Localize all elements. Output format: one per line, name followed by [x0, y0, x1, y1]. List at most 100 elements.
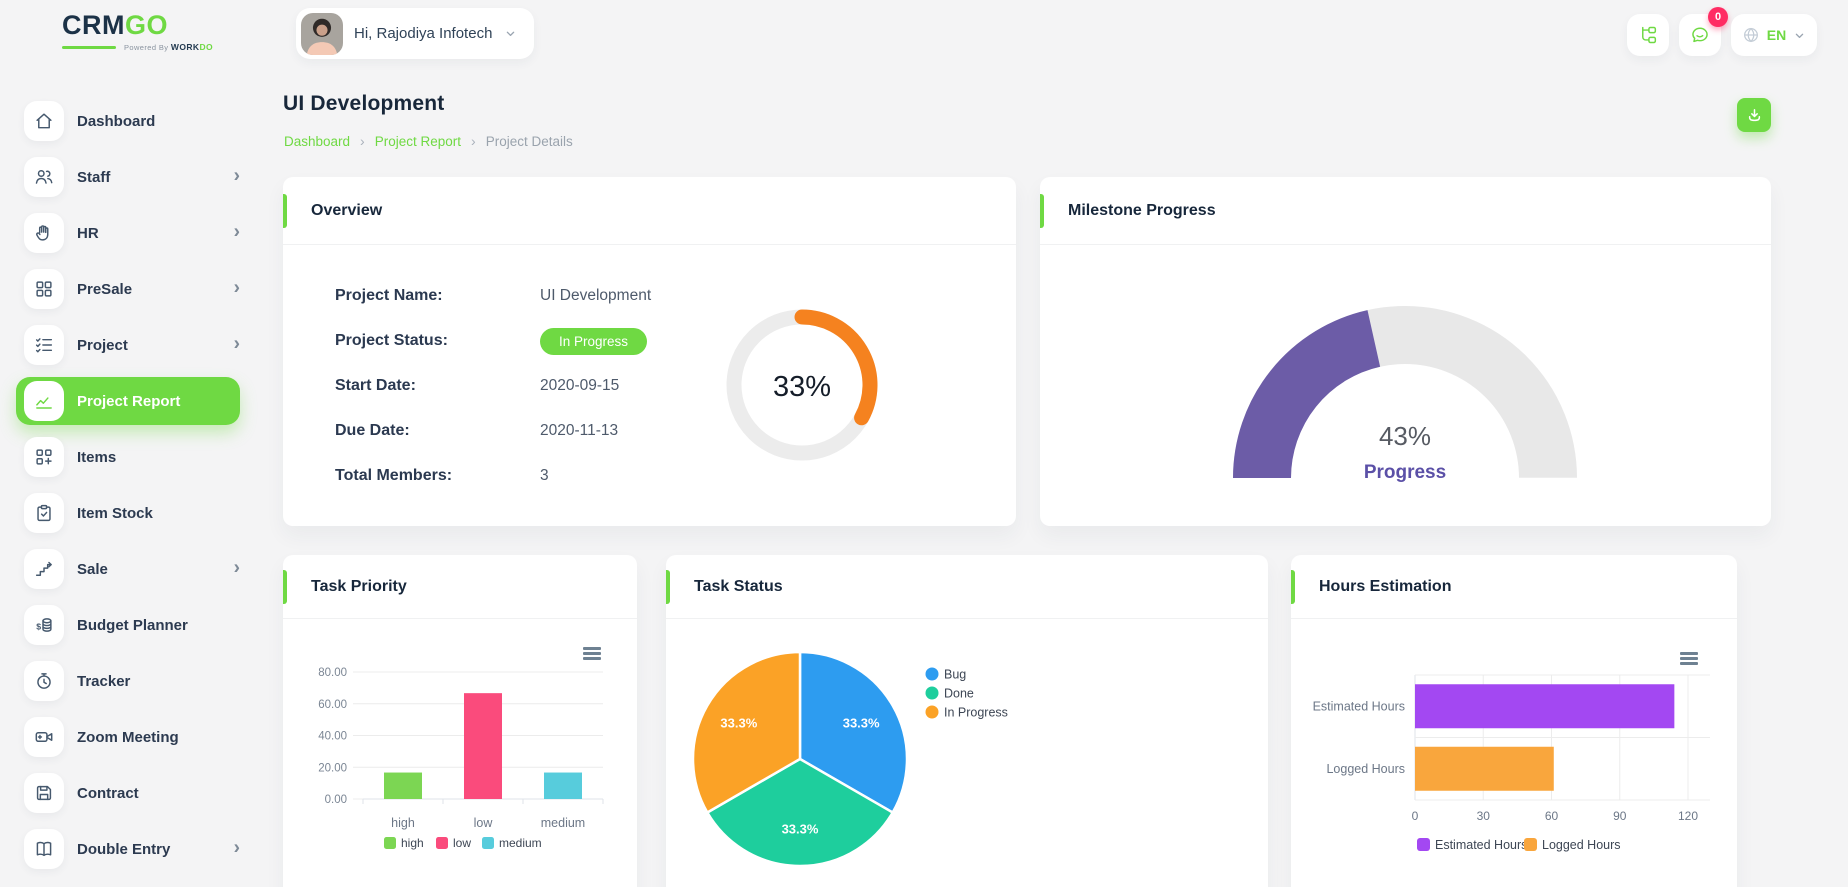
svg-text:Progress: Progress	[1364, 462, 1446, 483]
main-content: UI Development Dashboard › Project Repor…	[283, 0, 1771, 887]
sidebar-item-sale[interactable]: Sale ›	[24, 549, 240, 589]
hierarchy-button[interactable]	[1627, 14, 1669, 56]
chart-menu-icon[interactable]	[583, 647, 601, 663]
hours-estimation-card: Hours Estimation 0 30 60 90 120 Estimated Hou…	[1291, 555, 1737, 887]
milestone-card-title: Milestone Progress	[1068, 201, 1216, 219]
hours-estimation-bar-chart: 0 30 60 90 120 Estimated Hours Logged Hours Est…	[1291, 619, 1737, 879]
overview-card-header: Overview	[283, 177, 1016, 245]
chevron-right-icon: ›	[233, 333, 240, 355]
breadcrumb-dashboard[interactable]: Dashboard	[284, 133, 351, 149]
overview-card-body: Project Name: UI Development Project Sta…	[283, 245, 1016, 487]
powered-by-text: Powered By WORKDO	[124, 42, 213, 52]
task-status-card: Task Status 33.3% 33.3% 33.3% Bug Done In Pro…	[666, 555, 1268, 887]
chevron-down-icon	[1795, 33, 1804, 38]
chevron-right-icon: ›	[233, 837, 240, 859]
sidebar-item-contract[interactable]: Contract	[24, 773, 240, 813]
globe-icon	[1743, 27, 1758, 43]
sidebar-item-item-stock[interactable]: Item Stock	[24, 493, 240, 533]
svg-text:90: 90	[1613, 809, 1627, 823]
svg-text:$: $	[36, 621, 41, 631]
task-priority-card-body: 0.00 20.00 40.00 60.00 80.00 high low medium hig…	[283, 619, 637, 887]
chat-icon	[1692, 27, 1708, 43]
home-icon	[24, 101, 64, 141]
app-logo[interactable]: CRMGO Powered By WORKDO	[62, 11, 213, 52]
user-greeting: Hi, Rajodiya Infotech	[354, 25, 493, 42]
sidebar-item-presale[interactable]: PreSale ›	[24, 269, 240, 309]
download-report-button[interactable]	[1737, 98, 1771, 132]
svg-text:0: 0	[1412, 809, 1419, 823]
field-value: 2020-09-15	[540, 377, 620, 394]
field-value: 3	[540, 467, 549, 484]
chevron-down-icon	[507, 31, 515, 36]
field-label: Project Status:	[335, 332, 448, 349]
sidebar-item-label: Tracker	[77, 672, 131, 690]
sidebar-item-zoom-meeting[interactable]: Zoom Meeting	[24, 717, 240, 757]
task-priority-card: Task Priority 0.00 20.00 40.00 60.00 80.00 hi…	[283, 555, 637, 887]
sidebar-item-hr[interactable]: HR ›	[24, 213, 240, 253]
task-status-pie-chart: 33.3% 33.3% 33.3% Bug Done In Progress	[666, 619, 1268, 887]
logo-text-primary: CRM	[62, 10, 125, 40]
overview-field-row: Project Name: UI Development	[335, 285, 1016, 307]
logo-text: CRMGO	[62, 11, 213, 39]
svg-text:40.00: 40.00	[318, 731, 347, 743]
milestone-progress-card: Milestone Progress 43% Progress	[1040, 177, 1771, 526]
stairs-up-icon	[24, 549, 64, 589]
svg-text:60: 60	[1545, 809, 1559, 823]
sidebar-item-dashboard[interactable]: Dashboard	[24, 101, 240, 141]
card-accent-bar	[666, 570, 670, 604]
overview-field-row: Project Status: In Progress	[335, 327, 1016, 355]
sidebar-item-items[interactable]: Items	[24, 437, 240, 477]
sidebar-item-budget-planner[interactable]: $ Budget Planner	[24, 605, 240, 645]
grid-plus-icon	[24, 437, 64, 477]
logo-text-secondary: GO	[125, 10, 169, 40]
money-coins-icon: $	[24, 605, 64, 645]
chevron-right-icon: ›	[233, 165, 240, 187]
sidebar-item-project[interactable]: Project ›	[24, 325, 240, 365]
sidebar-item-label: Zoom Meeting	[77, 728, 179, 746]
book-icon	[24, 829, 64, 869]
svg-text:Bug: Bug	[944, 668, 966, 682]
sidebar-item-staff[interactable]: Staff ›	[24, 157, 240, 197]
grid-icon	[24, 269, 64, 309]
field-value: UI Development	[540, 287, 652, 304]
svg-text:33%: 33%	[773, 371, 831, 403]
sidebar-item-project-report[interactable]: Project Report	[16, 377, 240, 425]
chart-menu-icon[interactable]	[1680, 652, 1698, 668]
hours-estimation-card-header: Hours Estimation	[1291, 555, 1737, 619]
task-priority-bar-chart: 0.00 20.00 40.00 60.00 80.00 high low medium hig…	[283, 619, 637, 887]
field-label: Project Name:	[335, 287, 443, 304]
user-menu[interactable]: Hi, Rajodiya Infotech	[296, 8, 535, 59]
svg-text:high: high	[401, 836, 424, 850]
svg-text:Logged Hours: Logged Hours	[1326, 762, 1405, 776]
field-label: Start Date:	[335, 377, 416, 394]
sidebar-item-label: Project	[77, 336, 128, 354]
hierarchy-icon	[1642, 26, 1657, 44]
sidebar-item-label: Dashboard	[77, 112, 156, 130]
checklist-icon	[24, 325, 64, 365]
breadcrumb-separator-icon: ›	[360, 133, 365, 149]
breadcrumb-project-report[interactable]: Project Report	[374, 133, 462, 149]
sidebar-item-double-entry[interactable]: Double Entry ›	[24, 829, 240, 869]
language-code: EN	[1766, 27, 1787, 43]
card-accent-bar	[283, 570, 287, 604]
breadcrumb-current: Project Details	[485, 133, 573, 149]
powered-by-prefix: Powered By	[124, 43, 169, 52]
sidebar-item-label: Contract	[77, 784, 139, 802]
field-label: Total Members:	[335, 467, 453, 484]
sidebar-item-tracker[interactable]: Tracker	[24, 661, 240, 701]
svg-text:Estimated Hours: Estimated Hours	[1435, 838, 1527, 852]
clipboard-check-icon	[24, 493, 64, 533]
language-selector[interactable]: EN	[1731, 14, 1817, 56]
svg-text:80.00: 80.00	[318, 667, 347, 679]
card-accent-bar	[1291, 570, 1295, 604]
task-status-card-header: Task Status	[666, 555, 1268, 619]
chevron-right-icon: ›	[233, 557, 240, 579]
overview-card: Overview Project Name: UI Development Pr…	[283, 177, 1016, 526]
svg-text:Done: Done	[944, 687, 974, 701]
messages-button[interactable]: 0	[1679, 7, 1728, 56]
svg-text:Estimated Hours: Estimated Hours	[1313, 699, 1405, 713]
svg-text:medium: medium	[541, 816, 585, 830]
milestone-card-header: Milestone Progress	[1040, 177, 1771, 245]
svg-text:33.3%: 33.3%	[720, 716, 757, 731]
